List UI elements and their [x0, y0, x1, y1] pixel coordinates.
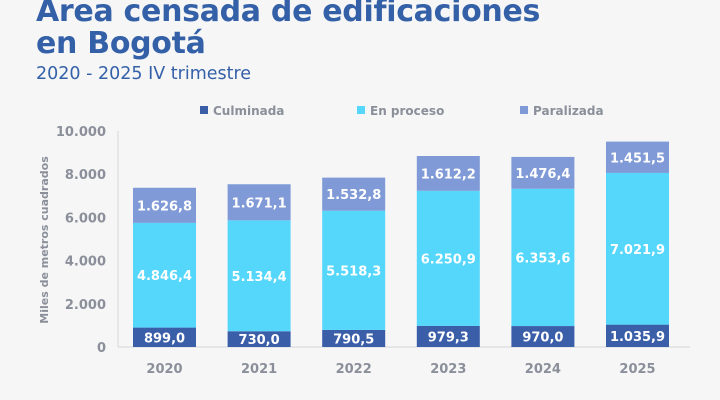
bar-en-proceso-2021 — [227, 220, 291, 332]
y-tick-label: 0 — [97, 341, 106, 356]
x-tick-label: 2021 — [241, 362, 277, 377]
bar-paralizada-2023 — [416, 156, 480, 191]
y-tick-label: 10.000 — [56, 125, 106, 140]
bar-culminada-2023 — [416, 325, 480, 347]
bar-en-proceso-2022 — [322, 210, 386, 330]
legend-swatch-en-proceso — [357, 106, 365, 114]
chart-title: Area censada de edificaciones en Bogotá — [36, 0, 540, 60]
x-tick-label: 2024 — [525, 362, 561, 377]
data-label: 6.250,9 — [421, 252, 476, 267]
data-label: 5.518,3 — [326, 264, 381, 279]
chart-subtitle: 2020 - 2025 IV trimestre — [36, 64, 252, 84]
bar-paralizada-2021 — [227, 184, 291, 221]
bar-paralizada-2024 — [511, 156, 575, 189]
bar-en-proceso-2024 — [511, 188, 575, 327]
chart-title-line1: Area censada de edificaciones — [36, 0, 541, 29]
data-label: 5.134,4 — [232, 270, 287, 285]
y-tick-label: 8.000 — [65, 168, 106, 183]
y-tick-label: 4.000 — [65, 255, 106, 270]
x-tick-label: 2020 — [146, 362, 182, 377]
data-label: 1.476,4 — [515, 167, 570, 182]
bar-culminada-2022 — [322, 329, 386, 347]
y-tick-label: 6.000 — [65, 211, 106, 226]
data-label: 1.626,8 — [137, 199, 192, 214]
data-label: 1.612,2 — [421, 167, 476, 182]
x-tick-label: 2022 — [336, 362, 372, 377]
chart-title-line2: en Bogotá — [36, 26, 206, 61]
data-label: 970,0 — [522, 331, 563, 346]
legend-label: En proceso — [370, 104, 444, 118]
bar-en-proceso-2020 — [133, 222, 196, 328]
data-label: 1.035,9 — [610, 330, 665, 345]
bar-culminada-2021 — [227, 331, 291, 347]
legend-label: Paralizada — [533, 104, 604, 118]
legend-swatch-paralizada — [520, 106, 528, 114]
legend-label: Culminada — [213, 104, 284, 118]
bar-culminada-2020 — [133, 327, 196, 347]
bar-culminada-2024 — [511, 326, 575, 347]
x-tick-label: 2025 — [619, 362, 655, 377]
data-label: 7.021,9 — [610, 243, 665, 258]
data-label: 6.353,6 — [515, 251, 570, 266]
bar-culminada-2025 — [606, 324, 669, 347]
data-label: 899,0 — [144, 331, 185, 346]
legend-swatch-culminada — [200, 106, 208, 114]
bar-paralizada-2020 — [133, 187, 196, 223]
bar-en-proceso-2025 — [606, 172, 669, 325]
data-label: 979,3 — [428, 330, 469, 345]
bar-paralizada-2025 — [606, 141, 669, 173]
data-label: 790,5 — [333, 332, 374, 347]
bar-paralizada-2022 — [322, 177, 386, 211]
x-tick-label: 2023 — [430, 362, 466, 377]
data-label: 4.846,4 — [137, 269, 192, 284]
data-label: 1.532,8 — [326, 188, 381, 203]
data-label: 1.451,5 — [610, 151, 665, 166]
data-label: 730,0 — [239, 333, 280, 348]
y-axis-label: Miles de metros cuadrados — [38, 156, 51, 324]
data-label: 1.671,1 — [232, 196, 287, 211]
bar-en-proceso-2023 — [416, 190, 480, 326]
y-tick-label: 2.000 — [65, 298, 106, 313]
